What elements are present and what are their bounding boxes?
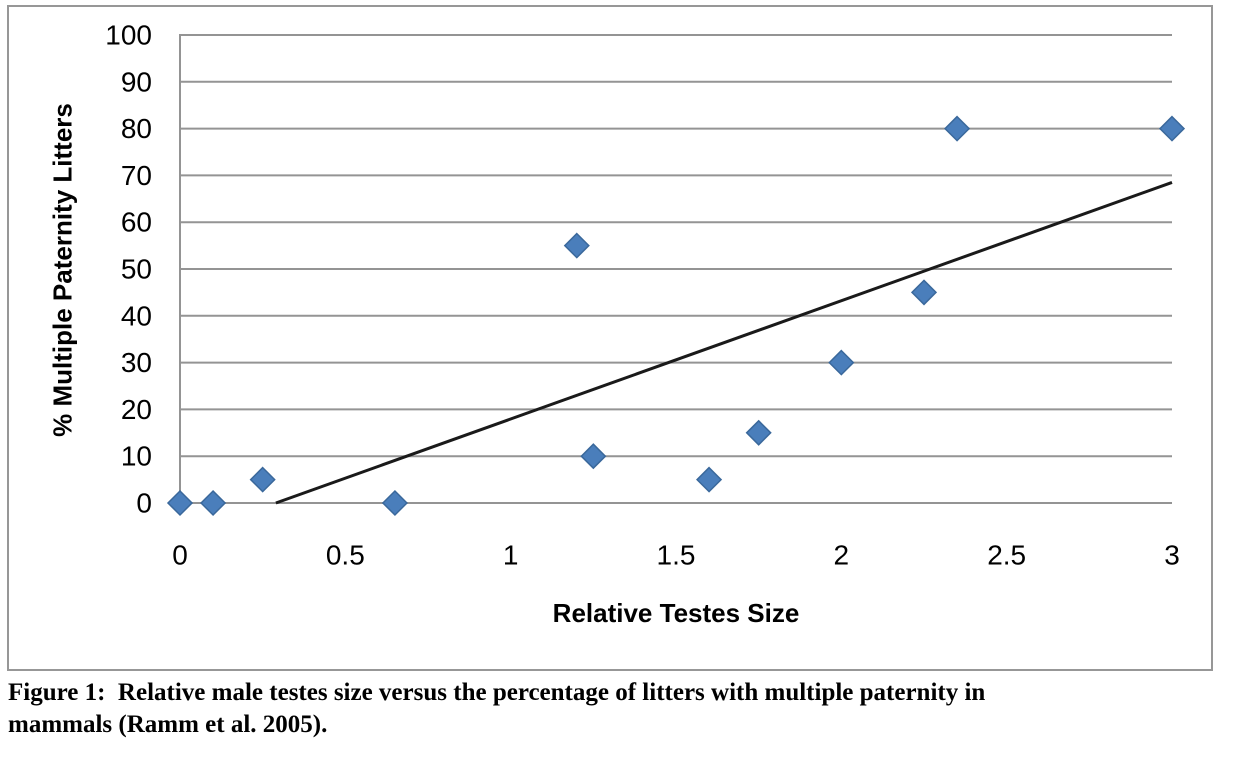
x-tick-label: 2 — [834, 540, 850, 571]
x-tick-label: 1.5 — [657, 540, 696, 571]
data-point — [580, 443, 607, 470]
y-tick-label: 10 — [121, 441, 152, 472]
x-axis-title: Relative Testes Size — [552, 598, 800, 628]
chart-container: 0 10 20 30 40 50 60 70 80 90 100 0 0.5 1 1.5 2 2.5 3 % Mu… — [7, 5, 1213, 671]
data-point — [249, 466, 276, 493]
data-point — [696, 466, 723, 493]
y-tick-label: 100 — [105, 20, 152, 51]
y-tick-label: 70 — [121, 160, 152, 191]
scatter-plot: 0 10 20 30 40 50 60 70 80 90 100 0 0.5 1 1.5 2 2.5 3 — [105, 20, 1186, 571]
figure-caption: Figure 1: Relative male testes size vers… — [8, 677, 985, 741]
x-tick-label: 1 — [503, 540, 519, 571]
y-tick-label: 0 — [136, 488, 152, 519]
data-point — [910, 279, 938, 306]
data-point — [745, 419, 772, 446]
trendline — [275, 181, 1173, 505]
y-tick-label: 80 — [121, 113, 152, 144]
data-point — [381, 489, 408, 517]
data-point — [563, 232, 590, 259]
data-point — [200, 489, 227, 517]
y-axis-title: % Multiple Paternity Litters — [47, 103, 78, 437]
y-tick-label: 30 — [121, 347, 152, 378]
data-point — [166, 489, 194, 517]
data-point — [944, 115, 971, 142]
y-tick-label: 20 — [121, 394, 152, 425]
y-tick-label: 40 — [121, 300, 152, 331]
figure-caption-line1: Figure 1: Relative male testes size vers… — [8, 679, 986, 706]
data-point — [1158, 115, 1186, 142]
figure-caption-line2: mammals (Ramm et al. 2005). — [8, 711, 328, 738]
y-tick-label: 50 — [121, 254, 152, 285]
y-tick-label: 60 — [121, 207, 152, 238]
data-point — [828, 349, 855, 376]
x-tick-label: 2.5 — [987, 540, 1026, 571]
y-tick-label: 90 — [121, 66, 152, 97]
x-tick-label: 0.5 — [326, 540, 365, 571]
x-tick-label: 0 — [172, 540, 188, 571]
x-tick-label: 3 — [1164, 540, 1180, 571]
